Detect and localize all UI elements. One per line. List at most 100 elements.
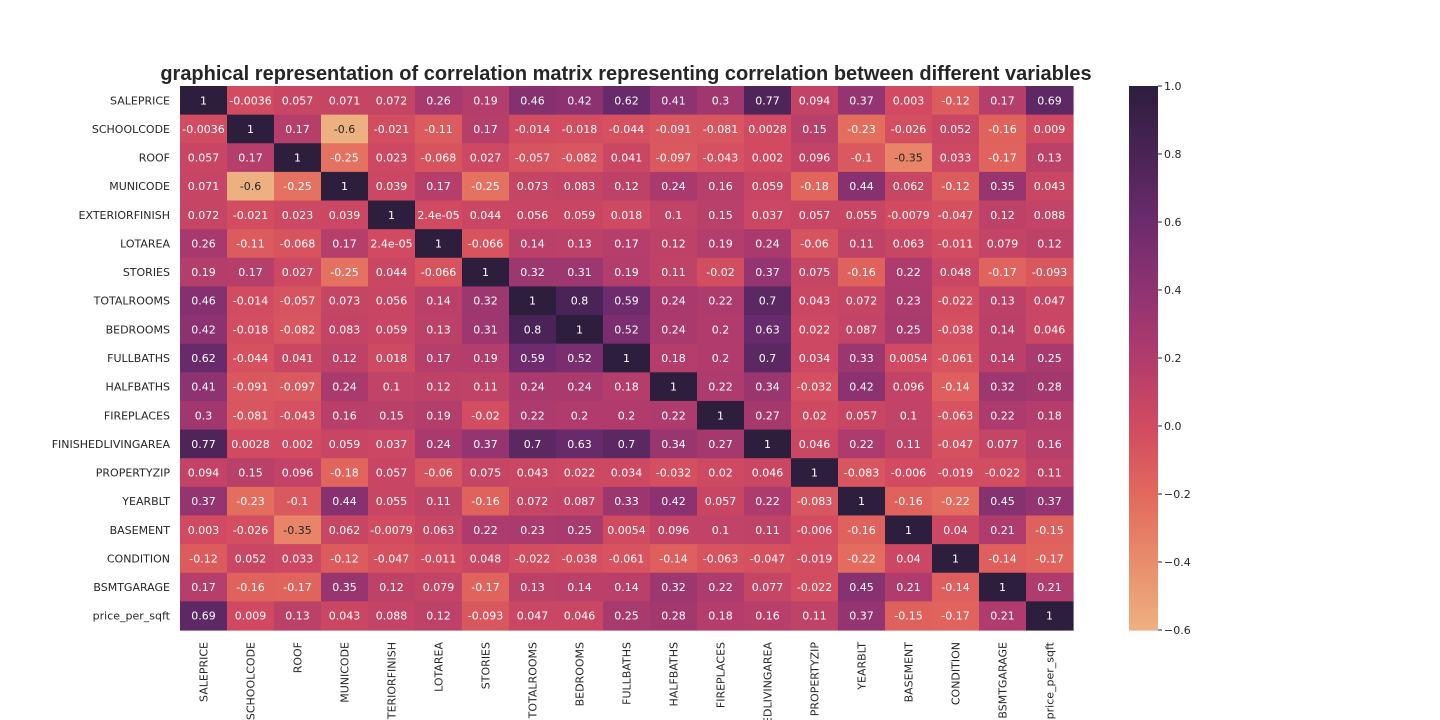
heatmap-cell <box>368 143 416 173</box>
heatmap-cell <box>227 515 275 545</box>
heatmap-cell <box>462 86 510 116</box>
cell-value-label: -0.15 <box>894 610 922 623</box>
colorbar-segment <box>1129 620 1158 627</box>
heatmap-cell <box>885 544 933 574</box>
cell-value-label: 0.046 <box>799 438 831 451</box>
colorbar: 1.0 0.8 0.6 0.4 0.2 0.0 −0.2 −0.4 −0.6 <box>1129 80 1191 637</box>
heatmap-cell <box>321 86 369 116</box>
heatmap-cell <box>556 200 604 230</box>
cell-value-label: -0.22 <box>941 495 969 508</box>
cell-value-label: 0.21 <box>990 610 1015 623</box>
heatmap-cell <box>415 171 463 202</box>
cell-value-label: 0.41 <box>191 381 216 394</box>
x-tick-label: BASEMENT <box>903 642 916 703</box>
cell-value-label: 0.12 <box>379 581 404 594</box>
cell-value-label: 0.25 <box>896 323 921 336</box>
colorbar-segment <box>1129 471 1158 477</box>
heatmap-cell <box>885 515 933 545</box>
y-tick-label: LOTAREA <box>120 237 170 250</box>
colorbar-tick-label: −0.6 <box>1164 624 1191 637</box>
cell-value-label: 1 <box>670 381 677 394</box>
heatmap-cell <box>462 286 510 316</box>
heatmap-cell <box>650 200 698 230</box>
cell-value-label: 1 <box>341 180 348 193</box>
cell-value-label: 0.19 <box>614 266 639 279</box>
heatmap-cell <box>791 544 839 574</box>
cell-value-label: 0.087 <box>564 495 596 508</box>
heatmap-cell <box>885 458 933 488</box>
heatmap-cell <box>415 486 463 517</box>
cell-value-label: 0.37 <box>755 266 780 279</box>
cell-value-label: 0.04 <box>896 552 921 565</box>
heatmap-cell <box>321 400 369 431</box>
heatmap-cell <box>885 171 933 202</box>
heatmap-cell <box>603 200 651 230</box>
heatmap-cell <box>321 229 369 259</box>
x-tick-label: SALEPRICE <box>198 642 211 702</box>
cell-value-label: 0.15 <box>802 123 827 136</box>
heatmap-cell <box>697 114 745 144</box>
heatmap-cell <box>227 257 275 288</box>
cell-value-label: 0.25 <box>567 524 592 537</box>
heatmap-cell <box>180 286 228 316</box>
cell-value-label: 0.24 <box>426 438 451 451</box>
cell-value-label: 0.018 <box>611 209 643 222</box>
heatmap-cell <box>697 200 745 230</box>
heatmap-cell <box>885 343 933 373</box>
cell-value-label: -0.093 <box>468 610 503 623</box>
heatmap-cell <box>415 286 463 316</box>
cell-value-label: 0.11 <box>426 495 451 508</box>
cell-value-label: 0.42 <box>567 94 592 107</box>
heatmap-cell <box>603 171 651 202</box>
heatmap-cell <box>838 315 886 345</box>
cell-value-label: 0.13 <box>567 237 592 250</box>
colorbar-segment <box>1129 358 1158 364</box>
heatmap-cell <box>838 114 886 144</box>
heatmap-cell <box>791 114 839 144</box>
cell-value-label: 0.45 <box>990 495 1015 508</box>
heatmap-cell <box>744 143 792 173</box>
heatmap-cell <box>227 200 275 230</box>
cell-value-label: -0.038 <box>562 552 597 565</box>
cell-value-label: -0.057 <box>515 152 550 165</box>
cell-value-label: -0.15 <box>1035 524 1063 537</box>
cell-value-label: -0.044 <box>609 123 644 136</box>
cell-value-label: -0.061 <box>609 552 644 565</box>
cell-value-label: 0.59 <box>520 352 545 365</box>
cell-value-label: 0.11 <box>1037 467 1062 480</box>
heatmap-cell <box>932 429 980 459</box>
heatmap-cell <box>838 257 886 288</box>
cell-value-label: 0.096 <box>893 381 925 394</box>
colorbar-segment <box>1129 457 1158 463</box>
heatmap-cell <box>462 114 510 144</box>
heatmap-cell <box>979 572 1027 602</box>
colorbar-segment <box>1129 552 1158 559</box>
colorbar-tick-label: −0.4 <box>1164 556 1191 569</box>
heatmap-cell <box>650 343 698 373</box>
cell-value-label: 1 <box>435 237 442 250</box>
cell-value-label: 0.21 <box>1037 581 1062 594</box>
cell-value-label: 0.22 <box>708 381 733 394</box>
colorbar-segment <box>1129 208 1158 214</box>
cell-value-label: -0.043 <box>703 152 738 165</box>
cell-value-label: -0.06 <box>424 467 452 480</box>
heatmap-cell <box>603 486 651 517</box>
colorbar-segment <box>1129 122 1158 128</box>
heatmap-cell <box>885 200 933 230</box>
x-tick-label: LOTAREA <box>433 642 446 692</box>
heatmap-cell <box>932 343 980 373</box>
colorbar-segment <box>1129 571 1158 577</box>
heatmap-cell <box>979 372 1027 402</box>
cell-value-label: 0.002 <box>752 152 784 165</box>
colorbar-segment <box>1129 235 1158 241</box>
cell-value-label: 0.34 <box>661 438 686 451</box>
cell-value-label: -0.14 <box>941 381 969 394</box>
colorbar-segment <box>1129 117 1158 123</box>
cell-value-label: 0.1 <box>900 409 918 422</box>
heatmap-cell <box>1026 143 1074 173</box>
colorbar-segment <box>1129 253 1158 259</box>
colorbar-segment <box>1129 525 1158 531</box>
heatmap-cell <box>603 143 651 173</box>
colorbar-segment <box>1129 385 1158 391</box>
cell-value-label: 0.087 <box>846 323 878 336</box>
